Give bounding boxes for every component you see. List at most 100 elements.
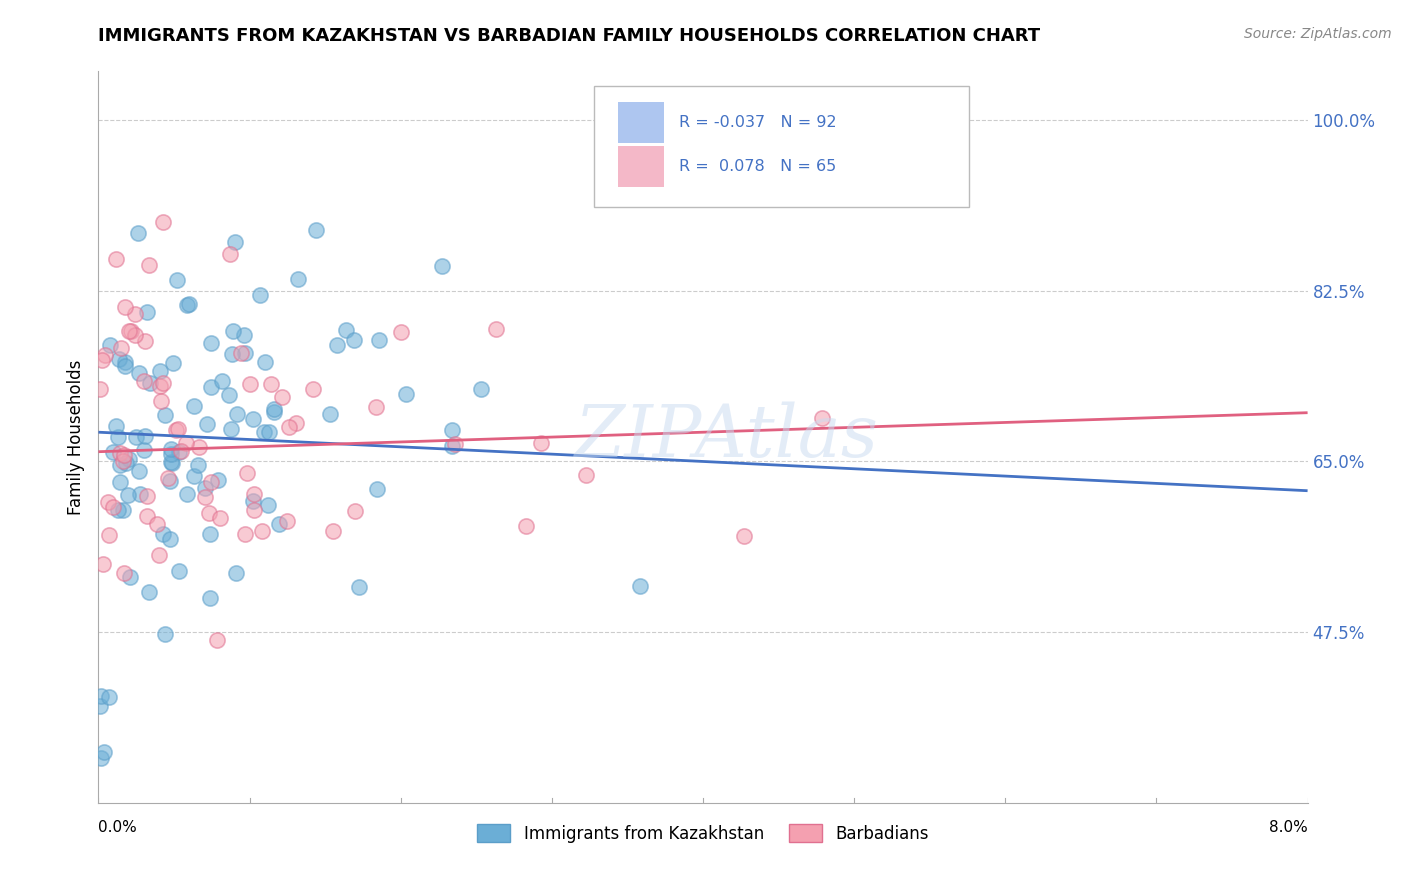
Point <box>91 352 114 367</box>
Point <box>90 689 112 703</box>
Point <box>167 564 190 578</box>
Point <box>153 408 176 422</box>
Point <box>263 405 285 419</box>
Point <box>242 487 264 501</box>
Point <box>222 324 245 338</box>
Point <box>160 456 183 470</box>
Point <box>530 436 553 450</box>
Point <box>105 252 128 267</box>
Point <box>89 382 111 396</box>
Point <box>257 499 280 513</box>
Bar <box>619 103 664 143</box>
Point <box>152 376 174 390</box>
Point <box>305 222 328 236</box>
Point <box>242 411 264 425</box>
Point <box>111 502 134 516</box>
Point <box>120 570 142 584</box>
Point <box>195 417 218 432</box>
Point <box>242 502 264 516</box>
Point <box>152 215 174 229</box>
Point <box>134 443 156 458</box>
Point <box>134 429 156 443</box>
Point <box>200 475 222 490</box>
Point <box>811 410 834 425</box>
Point <box>225 407 247 421</box>
Point <box>575 468 598 483</box>
Point <box>121 324 143 338</box>
Point <box>98 528 121 542</box>
Point <box>108 352 131 367</box>
Text: IMMIGRANTS FROM KAZAKHSTAN VS BARBADIAN FAMILY HOUSEHOLDS CORRELATION CHART: IMMIGRANTS FROM KAZAKHSTAN VS BARBADIAN … <box>98 27 1040 45</box>
Point <box>198 506 221 520</box>
Point <box>134 334 156 348</box>
Point <box>152 526 174 541</box>
Legend: Immigrants from Kazakhstan, Barbadians: Immigrants from Kazakhstan, Barbadians <box>470 818 936 849</box>
Point <box>253 355 276 369</box>
Point <box>112 566 135 580</box>
Point <box>112 448 135 462</box>
Point <box>138 258 160 272</box>
Point <box>194 481 217 495</box>
Point <box>253 425 276 439</box>
Point <box>125 430 148 444</box>
Point <box>93 348 115 362</box>
Point <box>90 751 112 765</box>
Point <box>89 698 111 713</box>
Point <box>114 456 136 470</box>
Point <box>250 524 273 538</box>
Point <box>101 500 124 514</box>
Point <box>207 633 229 648</box>
Point <box>124 307 146 321</box>
Point <box>343 504 366 518</box>
Point <box>260 376 283 391</box>
Point <box>110 446 132 460</box>
Point <box>276 514 298 528</box>
Point <box>188 440 211 454</box>
Point <box>128 367 150 381</box>
Point <box>211 375 233 389</box>
Point <box>174 435 197 450</box>
Point <box>207 473 229 487</box>
Point <box>319 407 342 421</box>
Point <box>432 259 454 273</box>
Point <box>136 489 159 503</box>
Point <box>326 338 349 352</box>
Point <box>224 235 246 250</box>
Point <box>127 226 149 240</box>
Point <box>104 418 127 433</box>
Point <box>159 474 181 488</box>
Point <box>366 401 388 415</box>
Point <box>229 346 252 360</box>
Point <box>235 527 257 541</box>
Y-axis label: Family Households: Family Households <box>66 359 84 515</box>
Point <box>263 401 285 416</box>
Point <box>209 511 232 525</box>
Point <box>389 325 412 339</box>
Point <box>302 382 325 396</box>
Point <box>159 455 181 469</box>
Point <box>221 347 243 361</box>
Point <box>136 508 159 523</box>
Point <box>628 579 651 593</box>
Point <box>135 305 157 319</box>
Point <box>110 341 132 355</box>
Point <box>110 458 132 472</box>
Point <box>146 517 169 532</box>
Point <box>166 272 188 286</box>
Point <box>183 468 205 483</box>
Point <box>138 585 160 599</box>
Point <box>91 557 114 571</box>
Point <box>159 447 181 461</box>
Point <box>107 430 129 444</box>
Point <box>124 327 146 342</box>
Point <box>162 356 184 370</box>
Point <box>160 442 183 456</box>
Point <box>515 518 537 533</box>
Point <box>485 322 508 336</box>
Point <box>183 399 205 413</box>
Point <box>118 451 141 466</box>
Point <box>176 298 198 312</box>
Bar <box>619 146 664 186</box>
Point <box>129 487 152 501</box>
Point <box>157 471 180 485</box>
